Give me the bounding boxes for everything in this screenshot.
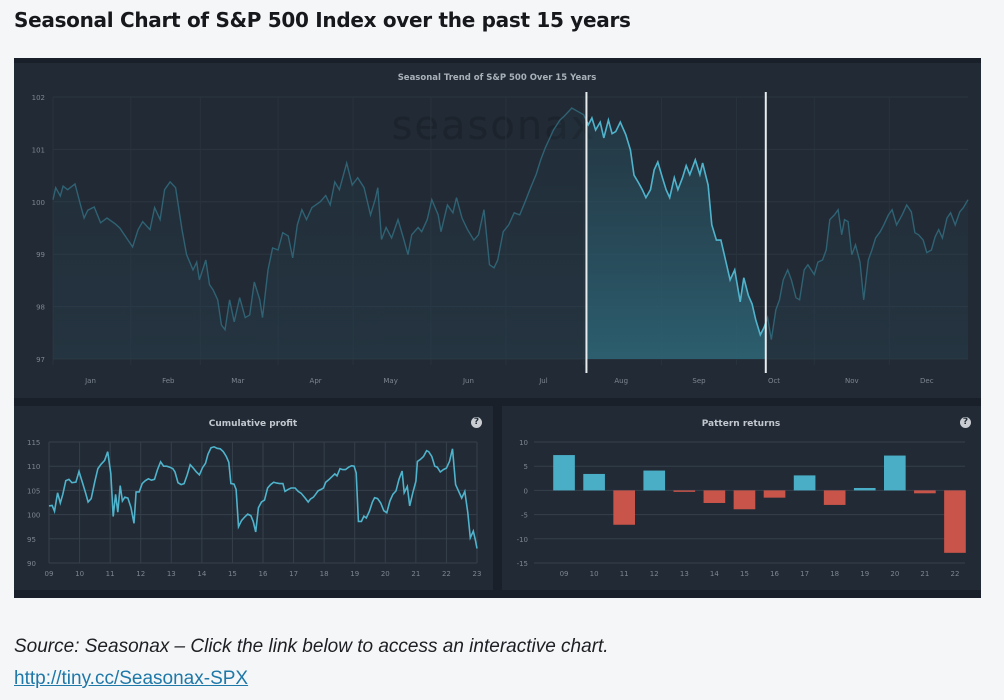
bar — [823, 490, 846, 505]
pattern-returns-chart[interactable]: Pattern returns -15 -10 -5 0 5 10 09 10 11 12 13 14 1… — [502, 406, 981, 590]
panel-divider — [14, 398, 981, 406]
x-tick-label: 17 — [289, 570, 298, 578]
x-tick-label: 09 — [45, 570, 54, 578]
x-tick-label: 19 — [350, 570, 359, 578]
x-tick-label: Nov — [845, 377, 859, 385]
x-tick-label: 16 — [770, 570, 779, 578]
series-area — [53, 108, 968, 359]
x-tick-label: 20 — [381, 570, 390, 578]
x-tick-label: 22 — [951, 570, 960, 578]
y-tick-label: 97 — [36, 356, 45, 364]
cumulative-profit-chart[interactable]: Cumulative profit 90 95 100 105 110 115 09 10 11 1… — [14, 406, 493, 590]
x-tick-label: 23 — [473, 570, 482, 578]
y-tick-label: 110 — [27, 463, 40, 471]
x-tick-label: Sep — [692, 377, 706, 385]
chart-title: Cumulative profit — [209, 419, 298, 429]
y-tick-label: 5 — [524, 463, 528, 471]
seasonal-chart[interactable]: Seasonal Trend of S&P 500 Over 15 Yearss… — [14, 63, 981, 398]
bar — [793, 475, 816, 491]
y-tick-label: 98 — [36, 304, 45, 312]
x-tick-label: 20 — [890, 570, 899, 578]
bar — [944, 490, 966, 553]
question-circle-icon[interactable]: ? — [960, 417, 971, 428]
bar — [583, 473, 605, 491]
bar — [643, 470, 666, 491]
y-tick-label: 0 — [524, 487, 528, 495]
cumulative-profit-panel: Cumulative profit 90 95 100 105 110 115 09 10 11 1… — [14, 406, 493, 598]
seasonal-chart-panel: Seasonal Trend of S&P 500 Over 15 Years s… — [14, 58, 981, 398]
x-tick-label: 21 — [411, 570, 420, 578]
y-tick-label: 105 — [27, 487, 40, 495]
chart-title: Pattern returns — [702, 419, 781, 429]
series-line — [48, 445, 478, 549]
bar — [733, 490, 756, 510]
x-tick-label: 14 — [710, 570, 719, 578]
x-tick-label: Jul — [538, 377, 548, 385]
x-tick-label: 21 — [920, 570, 929, 578]
y-tick-label: -5 — [521, 512, 528, 520]
page-title: Seasonal Chart of S&P 500 Index over the… — [14, 8, 631, 32]
panel-divider — [493, 406, 502, 598]
x-tick-label: 18 — [320, 570, 329, 578]
chart-title: Seasonal Trend of S&P 500 Over 15 Years — [398, 73, 597, 83]
source-caption: Source: Seasonax – Click the link below … — [14, 636, 609, 657]
bar — [613, 490, 636, 525]
y-tick-label: 100 — [27, 512, 40, 520]
y-tick-label: 115 — [27, 439, 40, 447]
x-tick-label: 09 — [560, 570, 569, 578]
x-tick-label: 10 — [75, 570, 84, 578]
y-tick-label: 90 — [27, 560, 36, 568]
x-tick-label: 19 — [860, 570, 869, 578]
x-tick-label: 12 — [650, 570, 659, 578]
series-line — [52, 107, 969, 340]
y-tick-label: 102 — [32, 94, 45, 102]
y-tick-label: 100 — [32, 199, 45, 207]
y-tick-label: -10 — [517, 536, 528, 544]
x-tick-label: Apr — [310, 377, 322, 385]
y-tick-label: 95 — [27, 536, 36, 544]
x-tick-label: 17 — [800, 570, 809, 578]
x-tick-label: 15 — [740, 570, 749, 578]
bar — [763, 490, 786, 498]
bar — [703, 490, 726, 503]
x-tick-label: 22 — [442, 570, 451, 578]
y-tick-label: 99 — [36, 251, 45, 259]
x-tick-label: 11 — [106, 570, 115, 578]
x-tick-label: 13 — [680, 570, 689, 578]
bar — [553, 455, 575, 491]
pattern-returns-panel: Pattern returns -15 -10 -5 0 5 10 09 10 11 12 13 14 1… — [502, 406, 981, 598]
x-tick-label: 18 — [830, 570, 839, 578]
highlight-area — [586, 118, 766, 359]
interactive-chart-link[interactable]: http://tiny.cc/Seasonax-SPX — [14, 668, 249, 689]
x-tick-label: May — [383, 377, 397, 385]
x-tick-label: Feb — [162, 377, 175, 385]
x-tick-label: 13 — [167, 570, 176, 578]
x-tick-label: 11 — [620, 570, 629, 578]
y-tick-label: 101 — [32, 146, 45, 154]
y-tick-label: -15 — [517, 560, 528, 568]
x-tick-label: Jun — [462, 377, 474, 385]
bar — [883, 455, 906, 491]
question-circle-icon[interactable]: ? — [471, 417, 482, 428]
x-tick-label: 16 — [259, 570, 268, 578]
bar — [853, 487, 876, 491]
x-tick-label: Jan — [84, 377, 96, 385]
x-tick-label: 10 — [590, 570, 599, 578]
bar — [673, 490, 696, 492]
x-tick-label: Aug — [614, 377, 628, 385]
x-tick-label: Oct — [768, 377, 780, 385]
x-tick-label: Mar — [231, 377, 244, 385]
x-tick-label: 12 — [136, 570, 145, 578]
panel-footer-bar — [14, 590, 981, 598]
y-tick-label: 10 — [519, 439, 528, 447]
x-tick-label: Dec — [920, 377, 934, 385]
x-tick-label: 15 — [228, 570, 237, 578]
bar — [914, 490, 936, 494]
x-tick-label: 14 — [197, 570, 206, 578]
